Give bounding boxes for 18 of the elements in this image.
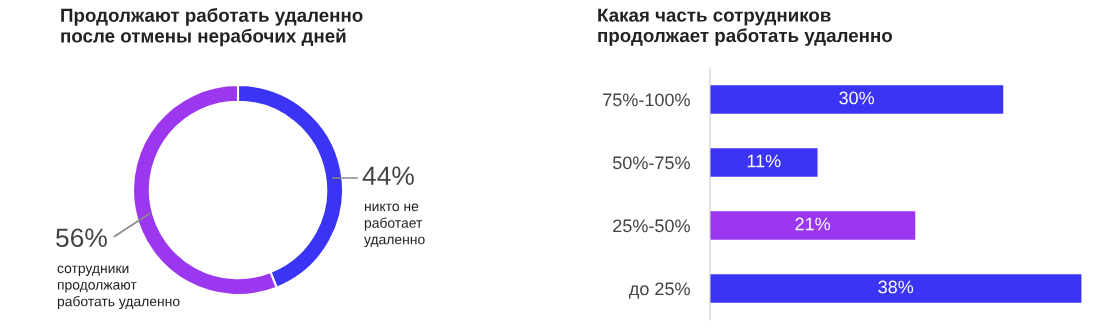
data-label: 21% — [795, 217, 831, 231]
bar — [710, 274, 1082, 303]
y-tick-label: 50%-75% — [612, 156, 690, 170]
bar — [710, 148, 818, 177]
y-tick-label: 25%-50% — [613, 219, 690, 233]
chart-title: Какая часть сотрудников продолжает работать удаленно — [598, 8, 892, 46]
data-label: 38% — [878, 280, 914, 294]
data-label: 44% — [362, 166, 414, 185]
chart-title: Продолжают работать удаленно после отмены нерабочих дней — [61, 8, 363, 47]
bar — [710, 211, 916, 240]
data-label: 30% — [839, 91, 875, 105]
slice-label: сотрудники продолжают работать удаленно — [57, 265, 180, 310]
slice-label: никто не работает удаленно — [364, 203, 425, 248]
bar — [710, 85, 1004, 114]
data-label: 56% — [56, 228, 107, 248]
data-label: 11% — [747, 154, 781, 168]
y-tick-label: 75%-100% — [603, 93, 690, 107]
y-tick-label: до 25% — [629, 282, 690, 299]
